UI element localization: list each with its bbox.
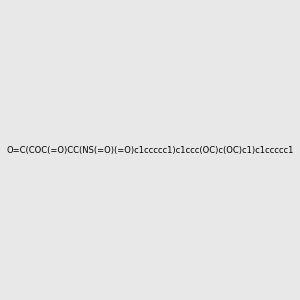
Text: O=C(COC(=O)CC(NS(=O)(=O)c1ccccc1)c1ccc(OC)c(OC)c1)c1ccccc1: O=C(COC(=O)CC(NS(=O)(=O)c1ccccc1)c1ccc(O… bbox=[6, 146, 294, 154]
